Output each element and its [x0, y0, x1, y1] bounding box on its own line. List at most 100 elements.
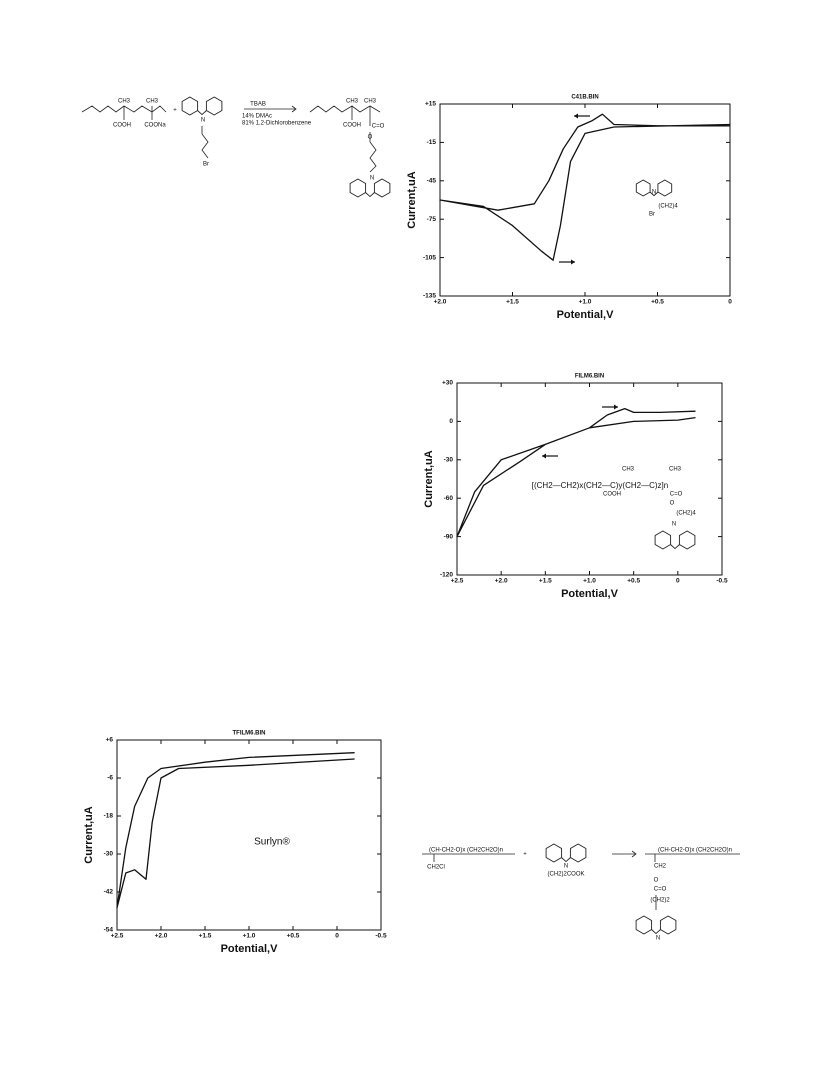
x-tick-label: 0 [676, 578, 680, 585]
arrow-head [571, 259, 575, 265]
ring [365, 192, 375, 198]
x-tick-label: +1.5 [199, 933, 212, 940]
y-tick-label: -42 [104, 889, 114, 896]
scheme-label: CH3 [364, 99, 377, 105]
scheme-label: C=O [654, 887, 667, 893]
scheme-1-structures [81, 105, 381, 173]
inset-label: O [670, 501, 675, 507]
annotation: Surlyn® [254, 837, 290, 848]
ring [657, 179, 673, 197]
scheme-label: COOH [343, 123, 361, 129]
y-tick-label: -6 [107, 775, 113, 782]
inset-label: (CH2)4 [658, 204, 678, 210]
y-axis-label: Current,uA [83, 806, 95, 864]
ring [197, 110, 207, 116]
cv-curve [116, 752, 355, 909]
scheme-label: + [523, 852, 527, 858]
scheme-label: (CH-CH2-O)x (CH2CH2O)n [658, 848, 732, 854]
ring [678, 530, 696, 550]
scheme-label: C=O [372, 124, 385, 130]
scheme-label: CH3 [118, 99, 131, 105]
ring [635, 179, 651, 197]
y-tick-label: -45 [427, 178, 437, 185]
inset-label: N [652, 190, 656, 196]
scheme-label: TBAB [250, 102, 266, 108]
scheme-label: 81% 1,2-Dichlorobenzene [242, 121, 312, 127]
x-tick-label: +0.5 [627, 578, 640, 585]
inset-label: CH3 [669, 467, 682, 473]
x-tick-label: +0.5 [287, 933, 300, 940]
x-tick-label: +2.0 [434, 299, 447, 306]
inset-label: CH3 [622, 467, 635, 473]
x-tick-label: +0.5 [651, 299, 664, 306]
x-axis-label: Potential,V [557, 309, 615, 321]
y-axis-label: Current,uA [406, 171, 418, 229]
y-tick-label: +30 [442, 380, 453, 387]
x-tick-label: -0.5 [716, 578, 728, 585]
ring [561, 857, 571, 863]
ring [651, 929, 661, 935]
inset-label: Br [649, 212, 655, 218]
scheme-label: CH2Cl [427, 865, 445, 871]
scheme-label: (CH-CH2-O)x (CH2CH2O)n [429, 848, 503, 854]
x-tick-label: +2.0 [155, 933, 168, 940]
y-tick-label: -135 [423, 293, 436, 300]
scheme-2-structures [422, 850, 740, 910]
ring [545, 843, 563, 863]
scheme-label: N [201, 118, 205, 124]
scheme-label: (CH2)2COOK [547, 872, 584, 878]
chart-title: C41B.BIN [571, 95, 598, 101]
ring [654, 530, 672, 550]
scheme-label: O [654, 878, 659, 884]
scheme-label: N [564, 864, 568, 870]
arrow-head [542, 453, 546, 459]
chart: C41B.BIN Potential,V Current,uA +2.0 +1.5 +1.… [406, 95, 732, 321]
y-tick-label: 0 [449, 418, 453, 425]
scheme-label: CH3 [146, 99, 159, 105]
x-axis-label: Potential,V [221, 943, 279, 955]
chart: FILM6.BIN Potential,V Current,uA +2.5 +2.0 +1… [423, 374, 728, 600]
y-tick-label: -90 [444, 533, 454, 540]
inset-label: N [672, 522, 676, 528]
carbazole [654, 530, 696, 550]
inset-label: COOH [603, 492, 621, 498]
inset-label: (CH2)4 [676, 511, 696, 517]
scheme-label: O [368, 135, 373, 141]
ring [649, 191, 659, 197]
y-tick-label: -30 [104, 851, 114, 858]
x-tick-label: +1.0 [243, 933, 256, 940]
scheme-label: Br [203, 162, 209, 168]
arrow-head [574, 113, 578, 119]
y-tick-label: -105 [423, 254, 436, 261]
scheme-label: CH2 [654, 864, 667, 870]
x-tick-label: +1.0 [579, 299, 592, 306]
y-tick-label: -60 [444, 495, 454, 502]
x-tick-label: +1.5 [506, 299, 519, 306]
x-tick-label: -0.5 [375, 933, 387, 940]
carbazole [635, 915, 677, 935]
inset-label: C=O [670, 492, 683, 498]
x-tick-label: +1.5 [539, 578, 552, 585]
y-tick-label: -15 [427, 139, 437, 146]
ring [670, 544, 680, 550]
scheme-label: 14% DMAc [242, 114, 272, 120]
ring [349, 178, 367, 198]
ring [569, 843, 587, 863]
x-tick-label: +1.0 [583, 578, 596, 585]
scheme-label: + [173, 108, 177, 114]
y-tick-label: -54 [104, 927, 114, 934]
ring [659, 915, 677, 935]
x-tick-label: +2.5 [111, 933, 124, 940]
y-tick-label: -18 [104, 813, 114, 820]
y-tick-label: -30 [444, 457, 454, 464]
inset-label: [(CH2—CH2)x(CH2—C)y(CH2—C)z]n [532, 481, 668, 490]
ring [635, 915, 653, 935]
x-axis-label: Potential,V [561, 588, 619, 600]
cv-curve [439, 113, 731, 261]
carbazole [635, 179, 673, 197]
scheme-label: N [656, 936, 660, 942]
y-tick-label: +6 [106, 737, 114, 744]
ring [373, 178, 391, 198]
